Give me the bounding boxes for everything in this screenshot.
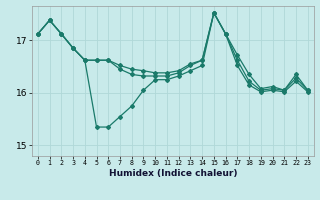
X-axis label: Humidex (Indice chaleur): Humidex (Indice chaleur) <box>108 169 237 178</box>
